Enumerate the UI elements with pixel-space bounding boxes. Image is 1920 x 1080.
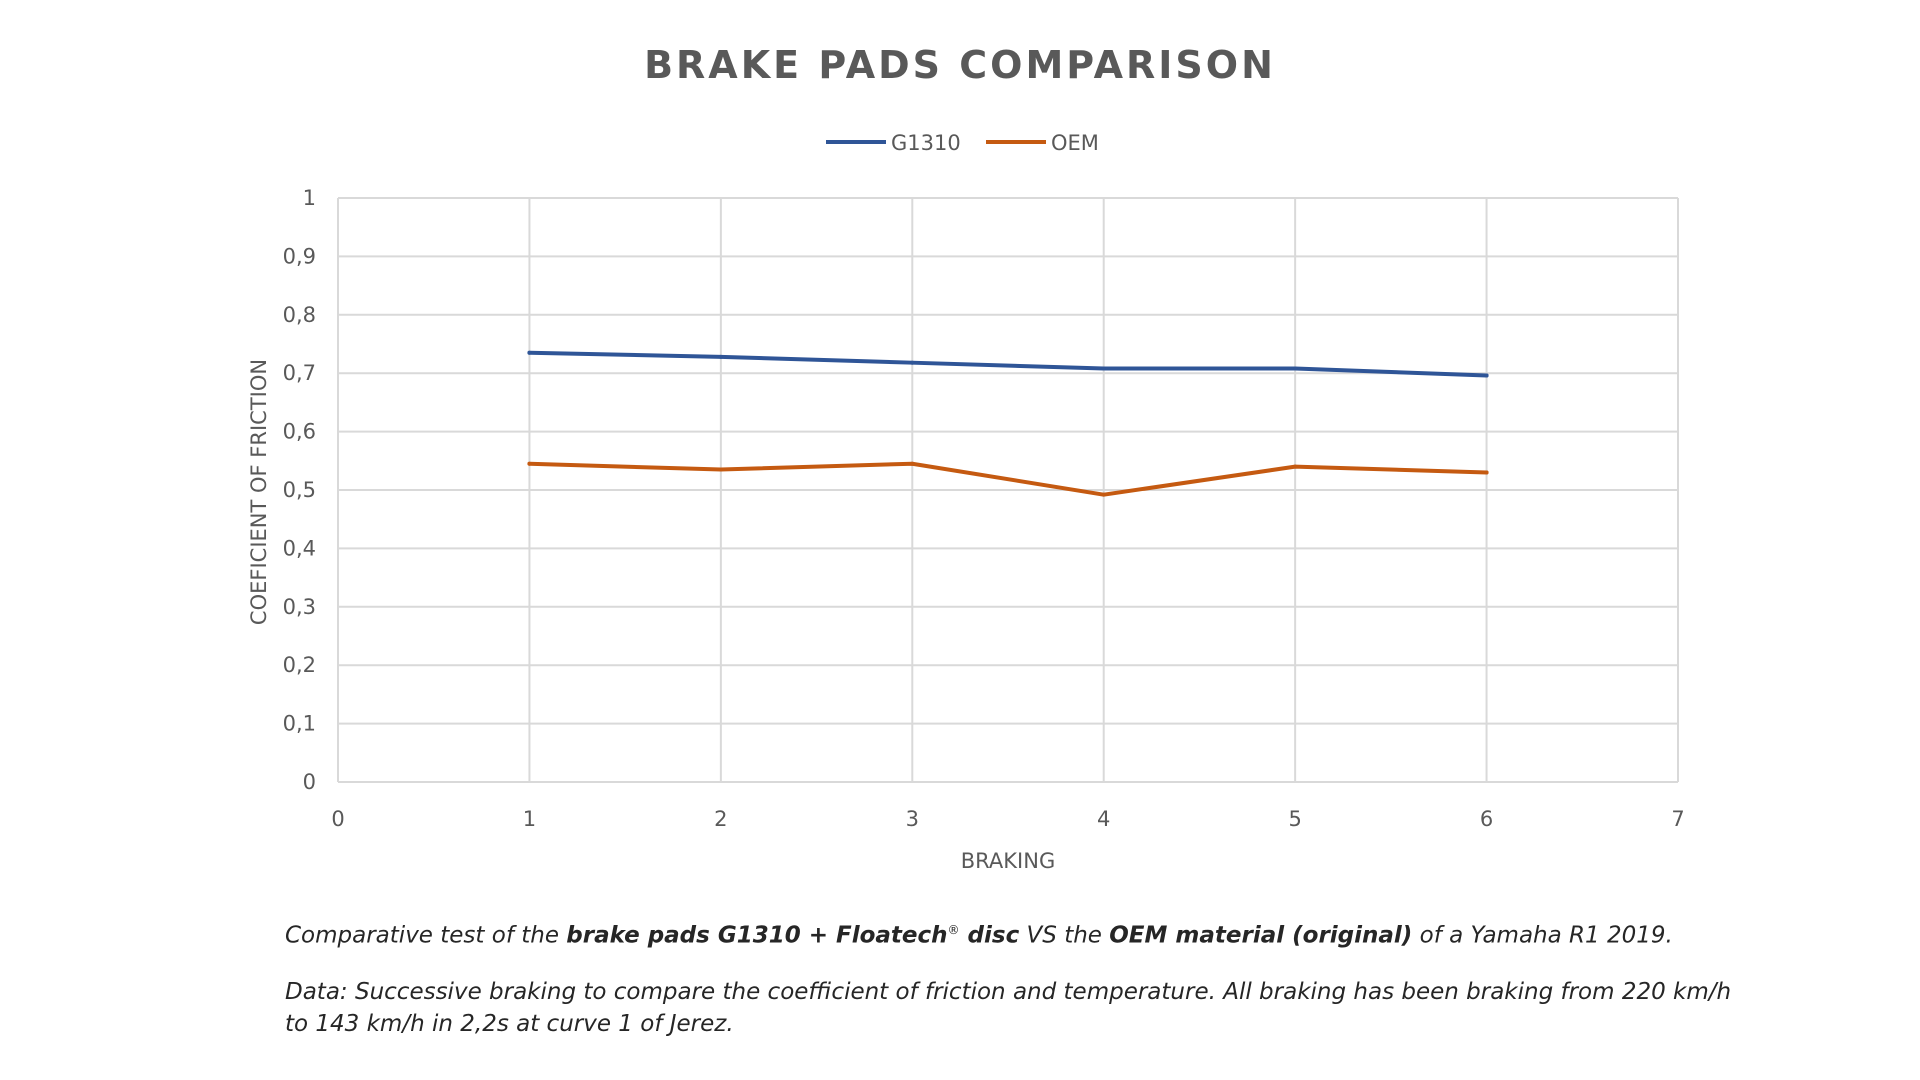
y-axis-ticks: 0 0,1 0,2 0,3 0,4 0,5 0,6 0,7 0,8 0,9 1 xyxy=(283,186,316,794)
caption-text-3: of a Yamaha R1 2019. xyxy=(1412,922,1673,949)
x-tick-label-0: 0 xyxy=(331,807,344,831)
y-tick-label-7: 0,7 xyxy=(283,361,316,385)
y-tick-label-9: 0,9 xyxy=(283,244,316,268)
x-tick-label-5: 5 xyxy=(1288,807,1301,831)
x-axis-ticks: 0 1 2 3 4 5 6 7 xyxy=(331,807,1684,831)
caption-bold-disc: disc xyxy=(959,922,1020,949)
gridlines xyxy=(337,197,1679,783)
caption-bold-product: brake pads G1310 + Floatech xyxy=(566,922,948,949)
data-point-g1310-1 xyxy=(527,350,532,355)
data-point-oem-1 xyxy=(527,461,532,466)
x-axis-title: BRAKING xyxy=(961,849,1055,873)
caption-summary: Comparative test of the brake pads G1310… xyxy=(285,914,1745,952)
data-point-g1310-5 xyxy=(1293,366,1298,371)
y-tick-label-3: 0,3 xyxy=(283,595,316,619)
data-point-oem-4 xyxy=(1101,492,1106,497)
x-tick-label-3: 3 xyxy=(906,807,919,831)
caption-text-1: Comparative test of the xyxy=(285,922,567,949)
caption-text-2: VS the xyxy=(1019,922,1110,949)
x-tick-label-4: 4 xyxy=(1097,807,1110,831)
chart-title: BRAKE PADS COMPARISON xyxy=(644,43,1276,87)
x-tick-label-6: 6 xyxy=(1480,807,1493,831)
data-point-g1310-3 xyxy=(910,360,915,365)
y-tick-label-4: 0,4 xyxy=(283,536,316,560)
caption-data-note: Data: Successive braking to compare the … xyxy=(285,979,1732,1037)
data-point-g1310-6 xyxy=(1484,373,1489,378)
x-tick-label-1: 1 xyxy=(523,807,536,831)
legend: G1310 OEM xyxy=(826,131,1099,155)
data-point-oem-3 xyxy=(910,461,915,466)
data-point-oem-2 xyxy=(718,467,723,472)
y-tick-label-0: 0 xyxy=(303,770,316,794)
data-point-oem-5 xyxy=(1293,464,1298,469)
y-tick-label-1: 0,1 xyxy=(283,712,316,736)
legend-label-oem: OEM xyxy=(1051,131,1099,155)
series-line-oem xyxy=(527,461,1489,497)
y-tick-label-10: 1 xyxy=(303,186,316,210)
data-point-g1310-2 xyxy=(718,354,723,359)
y-tick-label-5: 0,5 xyxy=(283,478,316,502)
y-tick-label-8: 0,8 xyxy=(283,303,316,327)
y-tick-label-2: 0,2 xyxy=(283,653,316,677)
data-point-g1310-4 xyxy=(1101,366,1106,371)
caption-bold-oem: OEM material (original) xyxy=(1109,922,1413,949)
x-tick-label-7: 7 xyxy=(1671,807,1684,831)
x-tick-label-2: 2 xyxy=(714,807,727,831)
caption-registered-mark: ® xyxy=(947,923,960,937)
series-line-g1310 xyxy=(527,350,1489,378)
series-lines xyxy=(527,350,1489,497)
y-tick-label-6: 0,6 xyxy=(283,420,316,444)
legend-label-g1310: G1310 xyxy=(891,131,961,155)
data-point-oem-6 xyxy=(1484,470,1489,475)
y-axis-title: COEFICIENT OF FRICTION xyxy=(247,359,271,625)
